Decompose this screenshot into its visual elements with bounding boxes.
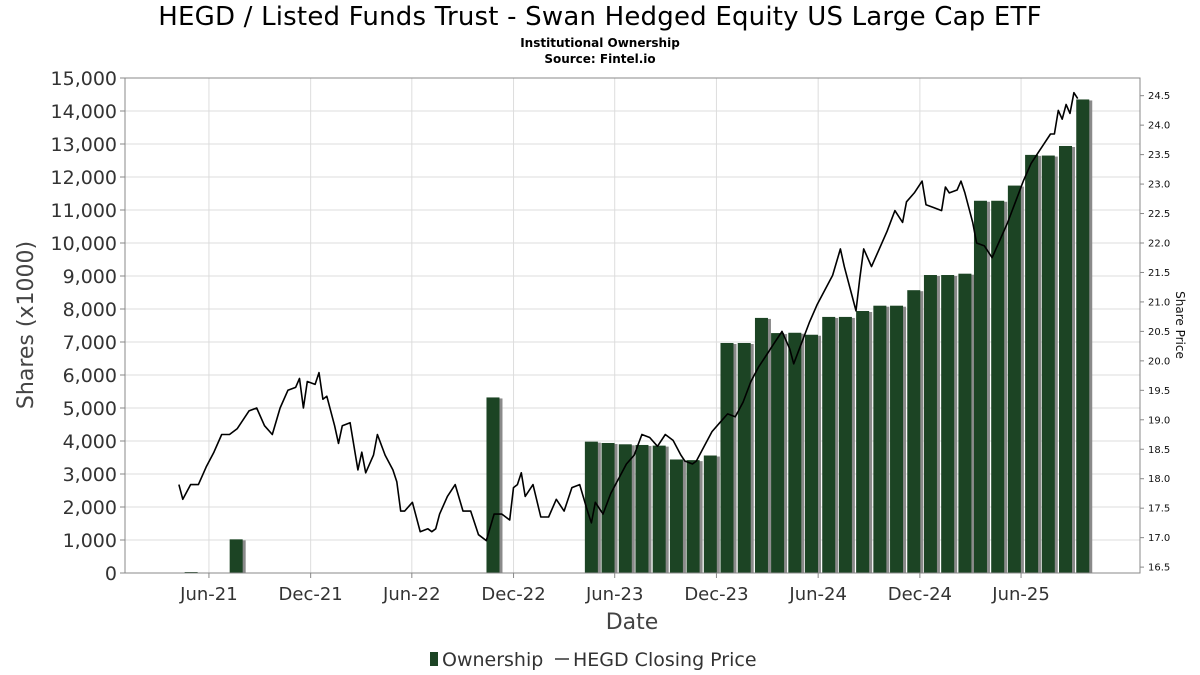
x-tick-label: Jun-23 bbox=[585, 584, 644, 605]
x-tick-label: Jun-25 bbox=[991, 584, 1050, 605]
ownership-bar bbox=[838, 316, 852, 573]
x-tick-label: Dec-22 bbox=[481, 584, 545, 605]
chart-subtitle: Institutional Ownership bbox=[520, 36, 680, 50]
x-tick-label: Dec-21 bbox=[279, 584, 343, 605]
ownership-bar bbox=[720, 342, 734, 573]
ownership-bar bbox=[941, 275, 955, 573]
x-tick-label: Dec-24 bbox=[888, 584, 952, 605]
legend-ownership-label: Ownership bbox=[442, 649, 543, 671]
y-tick-label: 2,000 bbox=[63, 497, 117, 519]
y2-tick-label: 24.0 bbox=[1148, 121, 1170, 132]
ownership-bar bbox=[601, 442, 615, 573]
ownership-bar bbox=[652, 445, 666, 573]
y-tick-label: 9,000 bbox=[63, 266, 117, 288]
y-tick-label: 8,000 bbox=[63, 299, 117, 321]
y2-tick-label: 24.5 bbox=[1148, 91, 1170, 102]
y2-tick-label: 23.5 bbox=[1148, 150, 1170, 161]
legend: Ownership HEGD Closing Price bbox=[430, 649, 757, 671]
ownership-bar bbox=[1007, 185, 1021, 573]
ownership-bar bbox=[1076, 99, 1090, 573]
ownership-bar bbox=[923, 275, 937, 573]
y-axis-title: Shares (x1000) bbox=[14, 241, 39, 409]
y2-tick-label: 20.0 bbox=[1148, 356, 1170, 367]
legend-ownership-swatch bbox=[430, 652, 438, 666]
y2-tick-label: 19.5 bbox=[1148, 386, 1170, 397]
y-tick-label: 11,000 bbox=[51, 200, 117, 222]
chart-title: HEGD / Listed Funds Trust - Swan Hedged … bbox=[158, 2, 1042, 32]
y-tick-label: 13,000 bbox=[51, 134, 117, 156]
chart-source: Source: Fintel.io bbox=[544, 52, 656, 66]
ownership-bar bbox=[635, 444, 649, 573]
y2-tick-label: 17.5 bbox=[1148, 504, 1170, 515]
ownership-bar bbox=[618, 444, 632, 573]
x-tick-label: Jun-24 bbox=[788, 584, 847, 605]
y-tick-label: 15,000 bbox=[51, 68, 117, 90]
price-line-group bbox=[178, 91, 1079, 542]
ownership-bar bbox=[907, 290, 921, 573]
x-tick-label: Dec-23 bbox=[684, 584, 748, 605]
y2-axis-title: Share Price bbox=[1173, 291, 1187, 359]
ownership-bar bbox=[229, 539, 243, 573]
ownership-bar bbox=[873, 305, 887, 573]
plot-area bbox=[124, 77, 1141, 574]
y2-tick-label: 17.0 bbox=[1148, 533, 1170, 544]
ownership-bar bbox=[754, 317, 768, 573]
y-tick-label: 0 bbox=[105, 563, 117, 585]
ownership-bar bbox=[1059, 145, 1073, 574]
ownership-bar bbox=[973, 200, 987, 573]
ownership-bar bbox=[771, 333, 785, 573]
y2-axis-ticks: 16.5 17.0 17.5 18.0 18.5 19.0 19.5 20.0 20.5 21.0… bbox=[1140, 91, 1170, 574]
ownership-bar bbox=[584, 441, 598, 573]
x-tick-label: Jun-22 bbox=[382, 584, 441, 605]
x-tick-label: Jun-21 bbox=[179, 584, 238, 605]
ownership-bar bbox=[703, 455, 717, 573]
y-tick-label: 5,000 bbox=[63, 398, 117, 420]
y2-tick-label: 16.5 bbox=[1148, 563, 1170, 574]
ownership-bar bbox=[737, 342, 751, 573]
y2-tick-label: 18.0 bbox=[1148, 474, 1170, 485]
ownership-bar bbox=[669, 459, 683, 573]
ownership-bar bbox=[822, 316, 836, 573]
y-tick-label: 7,000 bbox=[63, 332, 117, 354]
y2-tick-label: 21.0 bbox=[1148, 297, 1170, 308]
y2-tick-label: 19.0 bbox=[1148, 415, 1170, 426]
y-tick-label: 1,000 bbox=[63, 530, 117, 552]
x-axis-ticks: Jun-21 Dec-21 Jun-22 Dec-22 Jun-23 Dec-23 Jun-… bbox=[179, 573, 1050, 605]
price-line bbox=[178, 91, 1079, 542]
ownership-bar bbox=[856, 310, 870, 573]
y-tick-label: 14,000 bbox=[51, 101, 117, 123]
y2-tick-label: 23.0 bbox=[1148, 180, 1170, 191]
y2-tick-label: 18.5 bbox=[1148, 445, 1170, 456]
y-tick-label: 10,000 bbox=[51, 233, 117, 255]
ownership-bar bbox=[788, 332, 802, 573]
x-axis-title: Date bbox=[606, 610, 659, 635]
y2-tick-label: 21.5 bbox=[1148, 268, 1170, 279]
ownership-bar bbox=[486, 397, 500, 573]
y-axis-ticks: 0 1,000 2,000 3,000 4,000 5,000 6,000 7,000 8,00… bbox=[51, 68, 125, 585]
ownership-bar bbox=[890, 305, 904, 573]
y-tick-label: 6,000 bbox=[63, 365, 117, 387]
y-tick-label: 3,000 bbox=[63, 464, 117, 486]
ownership-bar bbox=[1041, 155, 1055, 574]
legend-price-label: HEGD Closing Price bbox=[573, 649, 757, 671]
y2-tick-label: 22.5 bbox=[1148, 209, 1170, 220]
ownership-bar bbox=[686, 460, 700, 573]
y-tick-label: 4,000 bbox=[63, 431, 117, 453]
ownership-bar bbox=[804, 334, 818, 573]
ownership-bar bbox=[1025, 154, 1039, 573]
ownership-bar bbox=[991, 200, 1005, 573]
y2-tick-label: 22.0 bbox=[1148, 239, 1170, 250]
y-tick-label: 12,000 bbox=[51, 167, 117, 189]
y2-tick-label: 20.5 bbox=[1148, 327, 1170, 338]
ownership-bar bbox=[958, 273, 972, 573]
ownership-bars bbox=[184, 99, 1093, 574]
